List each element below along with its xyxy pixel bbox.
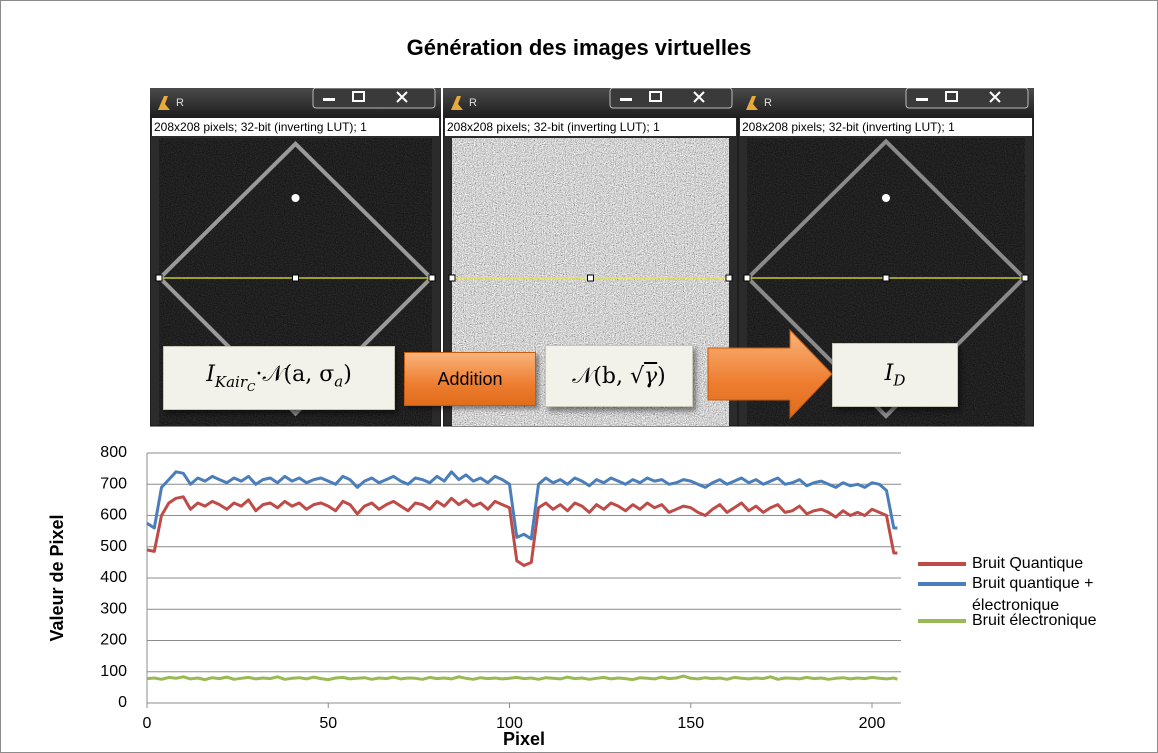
status-bar	[152, 118, 439, 136]
minimize-icon	[323, 98, 335, 101]
y-tick-label: 100	[100, 663, 127, 680]
window-buttons	[905, 88, 1029, 109]
app-icon	[158, 96, 170, 110]
x-tick-label: 150	[677, 715, 704, 732]
window-title: R	[469, 97, 477, 109]
handle	[428, 274, 436, 282]
arrow	[707, 328, 833, 420]
formula-box: 𝒩(b, √γ)	[545, 345, 693, 407]
maximize-icon	[649, 91, 662, 102]
symbol: )	[343, 362, 352, 388]
series-line	[146, 674, 898, 682]
minimize-icon	[620, 98, 632, 101]
status-bar	[740, 118, 1032, 136]
legend-swatch	[918, 619, 966, 623]
close-icon	[396, 91, 408, 103]
x-axis-label: Pixel	[503, 729, 545, 749]
maximize-icon	[945, 91, 958, 102]
y-tick-label: 800	[100, 444, 127, 461]
status-bar	[445, 118, 736, 136]
series-line	[146, 495, 898, 567]
legend-label: Bruit électronique	[972, 612, 1097, 629]
x-tick-label: 50	[319, 715, 337, 732]
symbol: I	[206, 362, 215, 388]
app-icon	[451, 96, 463, 110]
handle	[587, 274, 594, 282]
handle	[448, 274, 456, 282]
series-line	[146, 470, 898, 541]
legend-item: Bruit Quantique	[918, 553, 1148, 575]
formula: ID	[885, 361, 906, 389]
y-tick-label: 700	[100, 475, 127, 492]
subscript: a	[334, 372, 344, 391]
handle	[882, 274, 890, 282]
formula-box: ID	[832, 343, 958, 407]
operation-label: Addition	[437, 368, 503, 389]
close-icon	[989, 91, 1001, 103]
symbol: I	[884, 360, 894, 386]
operation-box: Addition	[404, 352, 536, 406]
symbol: ·𝒩(a, σ	[255, 362, 335, 388]
title: Génération des images virtuelles	[407, 35, 752, 60]
legend-label: Bruit quantique + électronique	[972, 575, 1094, 614]
handle	[155, 274, 163, 282]
status-text: 208x208 pixels; 32-bit (inverting LUT); …	[154, 120, 367, 134]
handle	[1021, 274, 1029, 282]
x-tick-label: 0	[143, 715, 152, 732]
handle	[743, 274, 751, 282]
legend-swatch	[918, 582, 966, 586]
status-text: 208x208 pixels; 32-bit (inverting LUT); …	[447, 120, 660, 134]
y-tick-label: 400	[100, 569, 127, 586]
legend-swatch	[918, 562, 966, 566]
legend-label: Bruit Quantique	[972, 555, 1084, 572]
subscript: C	[247, 380, 256, 394]
symbol: )	[657, 363, 666, 389]
formula: IKairC·𝒩(a, σa)	[206, 362, 352, 393]
diamond	[157, 141, 434, 417]
app-icon	[746, 96, 758, 110]
y-tick-label: 500	[100, 538, 127, 555]
window-buttons	[609, 88, 733, 109]
y-tick-label: 600	[100, 507, 127, 524]
subscript: D	[893, 371, 906, 390]
y-tick-label: 300	[100, 600, 127, 617]
handle	[292, 274, 299, 282]
legend-item: Bruit électronique	[918, 610, 1148, 632]
window-buttons	[312, 88, 436, 109]
formula: 𝒩(b, √γ)	[572, 364, 666, 389]
x-tick-label: 100	[496, 715, 523, 732]
symbol: 𝒩(b, √	[572, 363, 644, 389]
close-icon	[693, 91, 705, 103]
y-tick-label: 0	[118, 694, 127, 711]
dot	[291, 194, 300, 202]
diamond	[745, 138, 1027, 419]
window-title: R	[764, 97, 772, 109]
formula-box: IKairC·𝒩(a, σa)	[163, 346, 395, 410]
minimize-icon	[916, 98, 928, 101]
dot	[882, 194, 890, 202]
maximize-icon	[352, 91, 365, 102]
handle	[725, 274, 733, 282]
symbol: γ	[644, 363, 658, 389]
y-tick-label: 200	[100, 632, 127, 649]
window-title: R	[176, 97, 184, 109]
legend-item: Bruit quantique + électronique	[918, 573, 1148, 617]
y-axis-label: Valeur de Pixel	[47, 514, 67, 641]
subscript: Kair	[214, 372, 248, 391]
x-tick-label: 200	[859, 715, 886, 732]
status-text: 208x208 pixels; 32-bit (inverting LUT); …	[742, 120, 955, 134]
